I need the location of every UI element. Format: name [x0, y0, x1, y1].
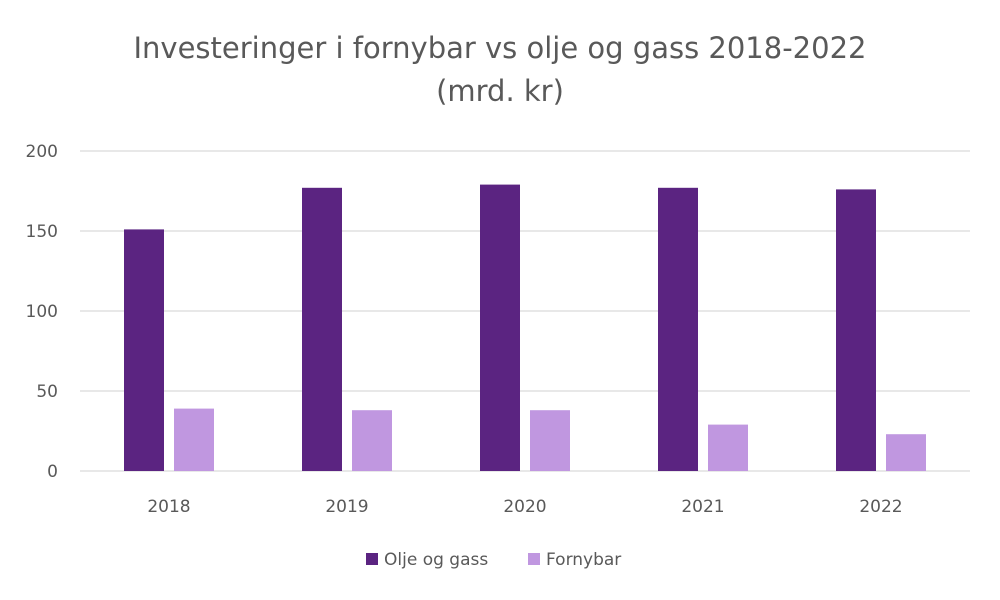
legend-swatch: [366, 553, 378, 565]
y-tick-label: 50: [36, 382, 58, 402]
bar-olje-og-gass-2019: [302, 187, 342, 472]
y-tick-label: 200: [26, 142, 58, 162]
x-axis-ticks: 2018 2019 2020 2021 2022: [147, 497, 902, 517]
legend: Olje og gass Fornybar: [366, 550, 621, 570]
chart-title-line-2: (mrd. kr): [436, 74, 564, 108]
bar-olje-og-gass-2021: [658, 187, 698, 472]
y-axis-ticks: 0 50 100 150 200: [26, 142, 58, 482]
bars: [124, 184, 926, 472]
legend-label: Olje og gass: [384, 550, 488, 570]
y-tick-label: 100: [26, 302, 58, 322]
x-tick-label: 2018: [147, 497, 190, 517]
x-tick-label: 2021: [681, 497, 724, 517]
bar-fornybar-2020: [530, 410, 570, 471]
y-tick-label: 150: [26, 222, 58, 242]
x-tick-label: 2022: [859, 497, 902, 517]
gridlines: [80, 150, 970, 472]
legend-swatch: [528, 553, 540, 565]
x-tick-label: 2020: [503, 497, 546, 517]
bar-fornybar-2019: [352, 410, 392, 471]
bar-fornybar-2021: [708, 424, 748, 471]
y-tick-label: 0: [47, 462, 58, 482]
chart-title-line-1: Investeringer i fornybar vs olje og gass…: [134, 31, 867, 65]
chart-title: Investeringer i fornybar vs olje og gass…: [134, 31, 867, 108]
legend-label: Fornybar: [546, 550, 621, 570]
bar-olje-og-gass-2022: [836, 189, 876, 471]
bar-fornybar-2018: [174, 408, 214, 471]
bar-olje-og-gass-2018: [124, 229, 164, 471]
bar-olje-og-gass-2020: [480, 184, 520, 471]
bar-fornybar-2022: [886, 434, 926, 471]
x-tick-label: 2019: [325, 497, 368, 517]
